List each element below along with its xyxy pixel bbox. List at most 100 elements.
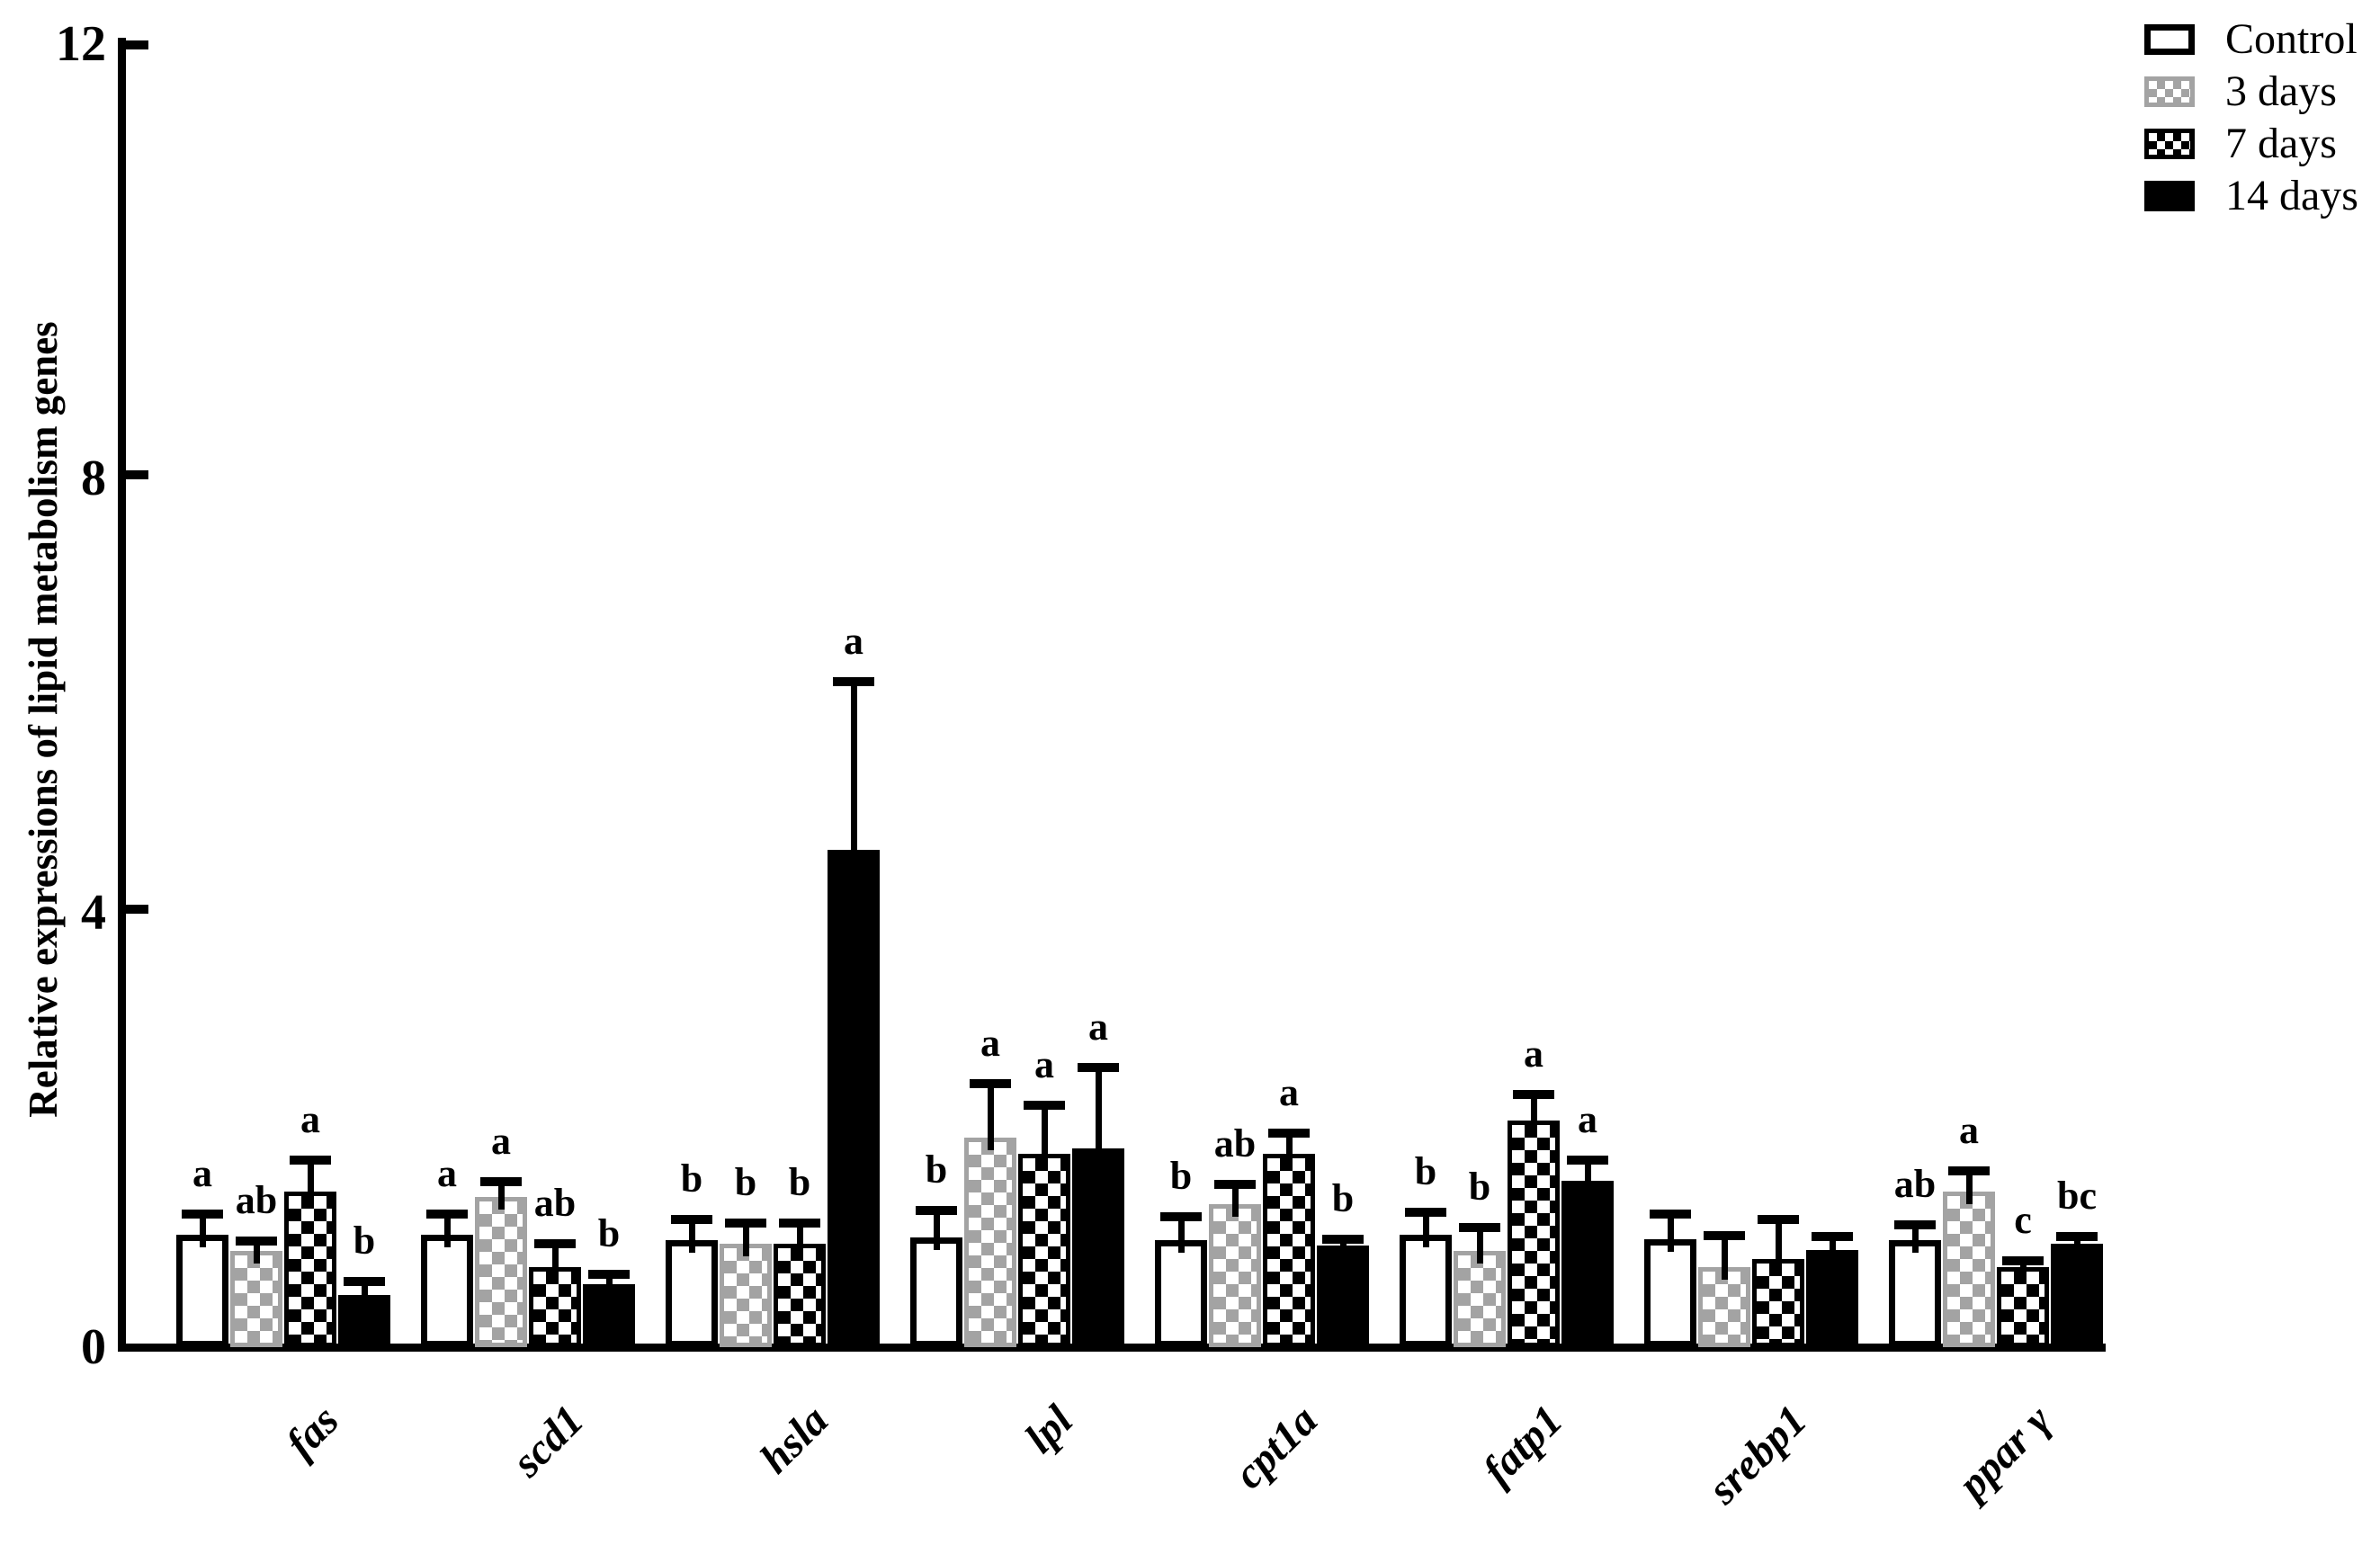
error-bar: [1775, 1219, 1782, 1272]
error-bar-cap: [1405, 1207, 1446, 1217]
error-bar: [361, 1280, 368, 1308]
error-bar: [796, 1221, 803, 1256]
y-tick-label: 12: [56, 16, 106, 72]
error-bar: [443, 1213, 451, 1248]
sig-letter: b: [734, 1159, 757, 1204]
error-bar: [742, 1221, 749, 1256]
error-bar-cap: [480, 1176, 522, 1186]
error-bar-cap: [1160, 1211, 1202, 1221]
error-bar-cap: [1894, 1220, 1936, 1230]
error-bar-cap: [182, 1210, 223, 1219]
error-bar-cap: [1268, 1128, 1310, 1138]
bar: [1644, 1239, 1696, 1347]
error-bar-cap: [534, 1238, 576, 1248]
x-axis-label: fatp1: [1473, 1396, 1572, 1495]
error-bar: [1667, 1213, 1674, 1253]
error-bar: [2019, 1260, 2027, 1281]
error-bar: [688, 1219, 695, 1254]
error-bar: [933, 1210, 940, 1250]
sig-letter: ab: [1893, 1162, 1937, 1207]
error-bar-cap: [1758, 1215, 1799, 1225]
sig-letter: a: [192, 1151, 212, 1196]
bar: [529, 1267, 581, 1347]
error-bar-cap: [779, 1218, 820, 1228]
bar: [1317, 1246, 1369, 1347]
sig-letter: a: [980, 1021, 1000, 1066]
legend-label: 3 days: [2225, 67, 2337, 115]
sig-letter: a: [491, 1118, 511, 1163]
black-swatch: [2144, 181, 2195, 211]
sig-letter: ab: [1213, 1121, 1257, 1166]
bar: [1209, 1204, 1261, 1347]
sig-letter: a: [1524, 1031, 1543, 1076]
error-bar: [1285, 1131, 1293, 1166]
error-bar-cap: [588, 1269, 630, 1279]
error-bar-cap: [1812, 1232, 1853, 1242]
error-bar: [253, 1240, 260, 1264]
error-bar: [199, 1213, 206, 1248]
error-bar: [850, 681, 857, 862]
sig-letter: a: [300, 1096, 320, 1141]
error-bar: [307, 1158, 314, 1204]
bar: [1263, 1153, 1315, 1347]
bar: [421, 1235, 473, 1347]
error-bar-cap: [2056, 1232, 2098, 1242]
sig-letter: a: [844, 619, 863, 664]
sig-letter: a: [1279, 1069, 1299, 1114]
sig-letter: b: [1468, 1164, 1491, 1209]
error-bar: [1476, 1226, 1483, 1264]
bar: [1400, 1235, 1452, 1347]
bar: [284, 1191, 336, 1347]
bar: [176, 1235, 228, 1347]
y-tick-label: 0: [81, 1319, 106, 1375]
error-bar-cap: [916, 1206, 957, 1216]
error-bar-cap: [1948, 1165, 1990, 1175]
legend-label: 14 days: [2225, 172, 2358, 219]
sig-letter: a: [1959, 1107, 1979, 1152]
error-bar-cap: [1214, 1180, 1256, 1190]
bar: [1155, 1240, 1207, 1347]
error-bar-cap: [1459, 1222, 1500, 1232]
x-axis-label: srebp1: [1699, 1396, 1817, 1514]
gray-checker-swatch: [2144, 76, 2195, 107]
legend-label: 7 days: [2225, 120, 2337, 167]
bar: [964, 1137, 1016, 1347]
sig-letter: b: [788, 1159, 811, 1204]
error-bar-cap: [725, 1218, 766, 1228]
error-bar-cap: [344, 1276, 385, 1286]
x-axis-label: cpt1a: [1225, 1396, 1328, 1498]
error-bar: [1829, 1236, 1836, 1264]
error-bar: [1584, 1158, 1591, 1193]
error-bar: [1095, 1067, 1102, 1161]
error-bar: [1231, 1183, 1239, 1218]
legend-item: 7 days: [2144, 122, 2358, 165]
legend-item: 14 days: [2144, 174, 2358, 218]
bar: [774, 1243, 826, 1347]
error-bar: [497, 1180, 505, 1210]
bar: [1454, 1251, 1506, 1347]
sig-letter: a: [1578, 1096, 1597, 1141]
y-axis-title: Relative expressions of lipid metabolism…: [21, 321, 66, 1118]
legend-item: 3 days: [2144, 70, 2358, 113]
bar: [1072, 1148, 1124, 1347]
bar: [1752, 1258, 1804, 1347]
error-bar-cap: [290, 1155, 331, 1165]
y-tick: [126, 470, 148, 479]
error-bar-cap: [671, 1215, 712, 1225]
error-bar: [1422, 1210, 1429, 1248]
error-bar-cap: [236, 1237, 277, 1246]
y-axis-line: [118, 38, 126, 1352]
bar: [230, 1251, 282, 1347]
y-tick-label: 4: [81, 885, 106, 941]
error-bar-cap: [1078, 1063, 1119, 1073]
bar: [1943, 1191, 1995, 1347]
x-axis-label: ppar γ: [1948, 1396, 2062, 1508]
error-bar: [1965, 1169, 1973, 1204]
bar: [1508, 1121, 1560, 1347]
y-tick: [126, 40, 148, 49]
error-bar-cap: [1650, 1210, 1691, 1219]
bar: [910, 1237, 962, 1347]
bar: [2051, 1243, 2103, 1347]
bar: [1018, 1153, 1070, 1347]
